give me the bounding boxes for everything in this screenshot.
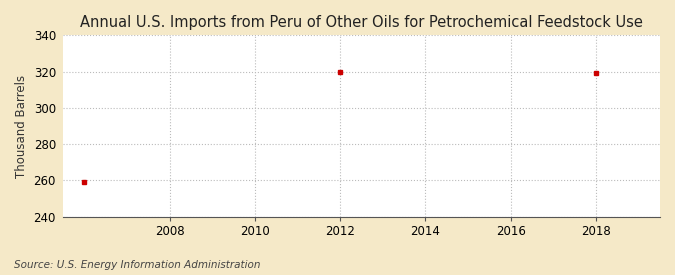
Title: Annual U.S. Imports from Peru of Other Oils for Petrochemical Feedstock Use: Annual U.S. Imports from Peru of Other O… — [80, 15, 643, 30]
Text: Source: U.S. Energy Information Administration: Source: U.S. Energy Information Administ… — [14, 260, 260, 270]
Y-axis label: Thousand Barrels: Thousand Barrels — [15, 75, 28, 178]
